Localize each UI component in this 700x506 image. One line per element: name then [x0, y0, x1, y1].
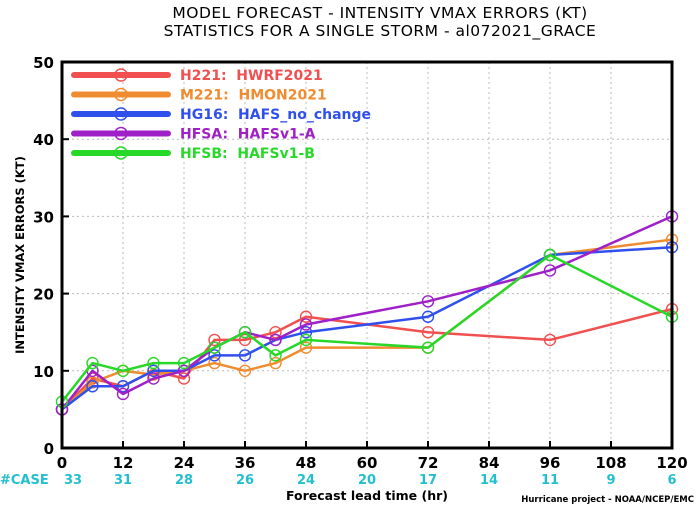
- x-tick-label: 72: [418, 454, 439, 472]
- case-count: 6: [667, 473, 676, 488]
- data-point: [208, 356, 221, 370]
- series-4: [55, 248, 679, 408]
- legend-label: H221: HWRF2021: [180, 68, 323, 84]
- data-point: [299, 333, 313, 347]
- y-tick-label: 30: [33, 208, 54, 226]
- data-point: [299, 318, 313, 331]
- series-3: [55, 210, 679, 416]
- data-point: [299, 310, 313, 323]
- legend-marker: [114, 126, 128, 141]
- x-tick-label: 120: [656, 454, 687, 472]
- legend-marker: [114, 87, 128, 102]
- data-point: [177, 364, 191, 377]
- x-tick-label: 12: [113, 454, 134, 472]
- data-point: [238, 349, 252, 362]
- case-count: 26: [236, 473, 254, 488]
- data-point: [299, 326, 313, 339]
- x-tick-label: 36: [235, 454, 256, 472]
- legend-label: HFSB: HAFSv1-B: [180, 146, 315, 162]
- y-tick-label: 50: [33, 54, 54, 72]
- data-point: [208, 341, 221, 354]
- legend: H221: HWRF2021 M221: HMON2021 HG16: HAFS_n…: [71, 68, 371, 162]
- case-header: #CASE: [0, 473, 49, 488]
- y-tick-label: 40: [33, 131, 54, 149]
- data-point: [147, 364, 160, 377]
- data-point: [543, 248, 557, 262]
- data-point: [543, 333, 557, 347]
- y-axis-label: INTENSITY VMAX ERRORS (KT): [13, 156, 27, 354]
- case-count: 9: [606, 473, 615, 488]
- data-point: [421, 310, 435, 323]
- data-point: [116, 364, 130, 377]
- data-point: [299, 341, 313, 354]
- data-point: [269, 326, 282, 339]
- data-point: [543, 264, 557, 277]
- case-count: 14: [480, 473, 498, 488]
- data-point: [208, 349, 221, 362]
- case-count: 17: [419, 473, 437, 488]
- data-point: [86, 380, 99, 393]
- legend-label: HG16: HAFS_no_change: [180, 107, 371, 123]
- y-tick-label: 0: [44, 440, 54, 458]
- x-tick-label: 60: [357, 454, 378, 472]
- x-tick-label: 0: [57, 454, 67, 472]
- x-axis-label: Forecast lead time (hr): [286, 488, 448, 503]
- legend-label: HFSA: HAFSv1-A: [180, 127, 316, 143]
- case-count: 33: [64, 473, 82, 488]
- data-point: [116, 380, 130, 393]
- x-tick-label: 108: [595, 454, 626, 472]
- data-point: [238, 364, 252, 377]
- data-point: [177, 356, 191, 370]
- data-point: [269, 333, 282, 347]
- legend-label: M221: HMON2021: [180, 88, 327, 104]
- data-point: [208, 333, 221, 347]
- data-point: [421, 295, 435, 308]
- y-tick-label: 20: [33, 286, 54, 304]
- case-count: 31: [114, 473, 132, 488]
- chart-title-line1: MODEL FORECAST - INTENSITY VMAX ERRORS (…: [172, 4, 587, 22]
- case-count: 24: [297, 473, 315, 488]
- data-point: [421, 341, 435, 354]
- case-count: 20: [358, 473, 376, 488]
- x-tick-label: 96: [540, 454, 561, 472]
- data-point: [147, 372, 160, 385]
- case-count: 11: [541, 473, 559, 488]
- data-point: [421, 326, 435, 339]
- data-point: [238, 326, 252, 339]
- y-tick-label: 10: [33, 363, 54, 381]
- data-point: [86, 356, 99, 370]
- data-point: [269, 356, 282, 370]
- data-point: [147, 356, 160, 370]
- legend-marker: [114, 68, 128, 82]
- x-tick-label: 48: [296, 454, 317, 472]
- chart-title-line2: STATISTICS FOR A SINGLE STORM - al072021…: [164, 22, 597, 41]
- case-counts: #CASE 33 31 28 26 24 20 17 14 11 9 6: [0, 473, 677, 488]
- series-layer: [55, 210, 679, 416]
- x-tick-label: 24: [174, 454, 195, 472]
- data-point: [238, 333, 252, 347]
- data-point: [177, 372, 191, 385]
- data-point: [269, 349, 282, 362]
- case-count: 28: [175, 473, 193, 488]
- legend-marker: [114, 107, 128, 121]
- ticks: 0 12 24 36 48 60 72 84 96 108 120 0 10 20 30 40 50: [33, 54, 688, 472]
- legend-marker: [114, 146, 128, 160]
- x-tick-label: 84: [479, 454, 500, 472]
- data-point: [116, 387, 130, 401]
- credit-text: Hurricane project - NOAA/NCEP/EMC: [521, 495, 694, 505]
